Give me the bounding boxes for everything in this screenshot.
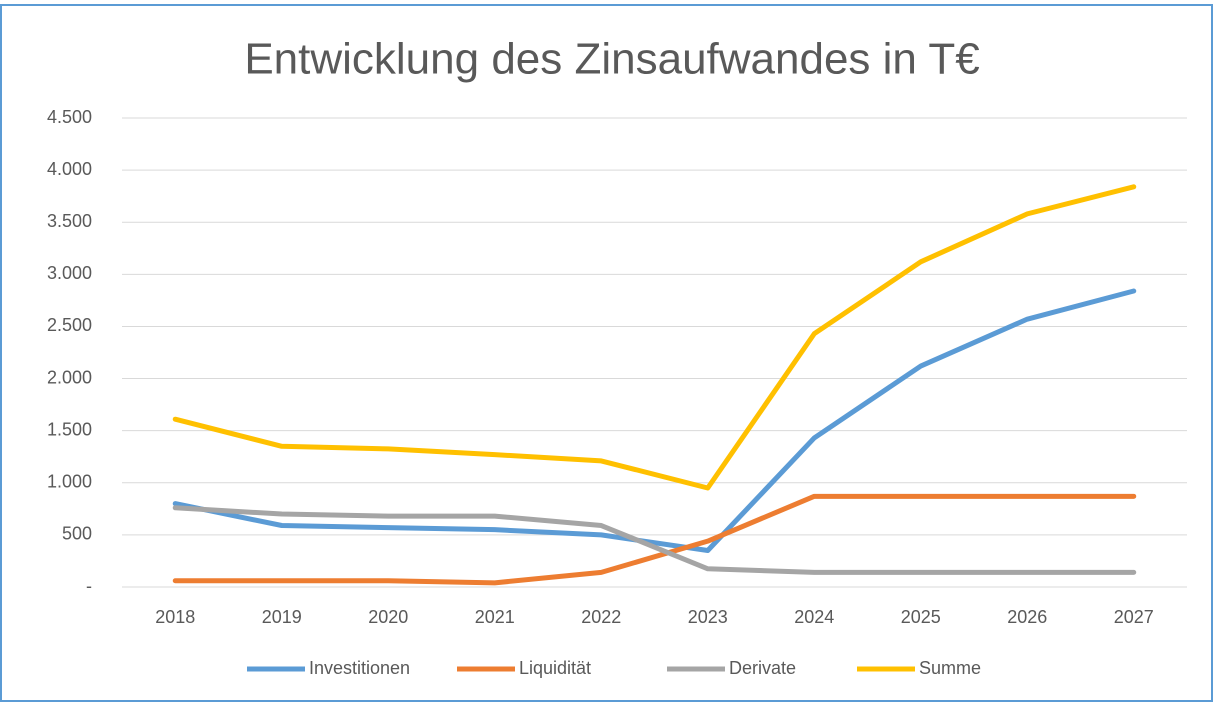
- chart-frame: [0, 4, 1213, 702]
- x-tick-label: 2018: [155, 607, 195, 627]
- series-line: [172, 493, 1137, 586]
- legend-label: Investitionen: [309, 658, 410, 678]
- y-tick-label: 4.500: [47, 107, 92, 127]
- y-tick-label: 1.500: [47, 419, 92, 439]
- series-line: [172, 505, 1137, 575]
- y-tick-label: 1.000: [47, 472, 92, 492]
- legend-label: Derivate: [729, 658, 796, 678]
- series-line: [172, 184, 1137, 491]
- x-tick-label: 2027: [1114, 607, 1154, 627]
- chart-title: Entwicklung des Zinsaufwandes in T€: [244, 35, 979, 84]
- y-tick-label: 2.000: [47, 367, 92, 387]
- x-tick-label: 2020: [368, 607, 408, 627]
- x-tick-label: 2024: [794, 607, 834, 627]
- x-tick-label: 2022: [581, 607, 621, 627]
- x-tick-label: 2023: [688, 607, 728, 627]
- x-tick-label: 2025: [901, 607, 941, 627]
- y-tick-label: -: [86, 576, 92, 596]
- y-tick-label: 4.000: [47, 159, 92, 179]
- x-tick-label: 2021: [475, 607, 515, 627]
- x-tick-label: 2019: [262, 607, 302, 627]
- y-tick-label: 2.500: [47, 315, 92, 335]
- series-line: [172, 288, 1137, 554]
- y-tick-label: 500: [62, 524, 92, 544]
- legend-label: Liquidität: [519, 658, 591, 678]
- y-tick-label: 3.500: [47, 211, 92, 231]
- y-tick-label: 3.000: [47, 263, 92, 283]
- legend-label: Summe: [919, 658, 981, 678]
- x-tick-label: 2026: [1007, 607, 1047, 627]
